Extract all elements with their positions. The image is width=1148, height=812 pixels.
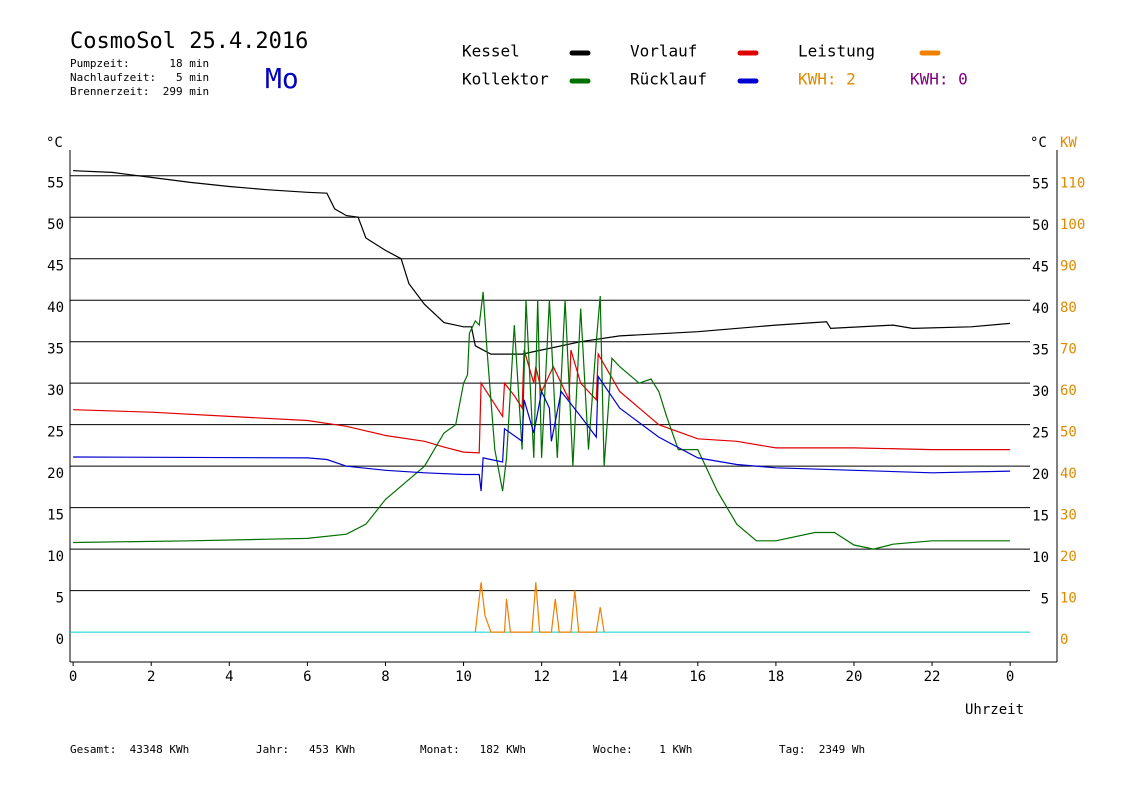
y2-tick-label: 30: [1060, 508, 1077, 524]
x-tick-label: 14: [611, 669, 628, 685]
y-tick-label: 10: [47, 549, 64, 565]
x-tick-label: 22: [924, 669, 941, 685]
series-line: [73, 374, 1011, 492]
y-tick-label: 25: [47, 425, 64, 441]
footer: Woche: 1 KWh: [593, 743, 692, 756]
weekday: Mo: [265, 62, 299, 95]
y-tick-label: 30: [1032, 384, 1049, 400]
y-tick-label: 45: [1032, 260, 1049, 276]
legend-label: Vorlauf: [630, 42, 697, 61]
legend-label: Rücklauf: [630, 70, 707, 89]
y-unit: °C: [1030, 135, 1047, 151]
y-tick-label: 25: [1032, 426, 1049, 442]
y-tick-label: 50: [47, 217, 64, 233]
y-tick-label: 10: [1032, 550, 1049, 566]
y-tick-label: 20: [47, 466, 64, 482]
series-line: [73, 291, 1011, 550]
kwh-label: KWH: 0: [910, 70, 968, 89]
x-tick-label: 12: [533, 669, 550, 685]
y2-tick-label: 20: [1060, 549, 1077, 565]
y2-tick-label: 90: [1060, 259, 1077, 275]
legend-label: Leistung: [798, 42, 875, 61]
y2-tick-label: 70: [1060, 342, 1077, 358]
y-tick-label: 0: [56, 632, 64, 648]
y2-unit: KW: [1060, 135, 1077, 151]
x-tick-label: 10: [455, 669, 472, 685]
chart-title: CosmoSol 25.4.2016: [70, 29, 308, 54]
y2-tick-label: 40: [1060, 466, 1077, 482]
x-tick-label: 8: [381, 669, 389, 685]
x-tick-label: 20: [846, 669, 863, 685]
info: Nachlaufzeit: 5 min: [70, 71, 209, 84]
y-tick-label: 50: [1032, 218, 1049, 234]
y-tick-label: 40: [47, 300, 64, 316]
x-tick-label: 18: [767, 669, 784, 685]
y-tick-label: 55: [1032, 177, 1049, 193]
legend-label: Kollektor: [462, 70, 549, 89]
y-tick-label: 55: [47, 176, 64, 192]
series-line: [73, 170, 1011, 355]
x-tick-label: 0: [1006, 669, 1014, 685]
x-tick-label: 0: [69, 669, 77, 685]
legend-label: Kessel: [462, 42, 520, 61]
y-tick-label: 35: [1032, 343, 1049, 359]
footer: Monat: 182 KWh: [420, 743, 526, 756]
y2-tick-label: 50: [1060, 425, 1077, 441]
info: Pumpzeit: 18 min: [70, 57, 209, 70]
y-tick-label: 30: [47, 383, 64, 399]
y2-tick-label: 60: [1060, 383, 1077, 399]
x-tick-label: 6: [303, 669, 311, 685]
y-tick-label: 5: [1041, 592, 1049, 608]
x-tick-label: 16: [689, 669, 706, 685]
y-tick-label: 20: [1032, 467, 1049, 483]
y2-tick-label: 80: [1060, 300, 1077, 316]
y-unit: °C: [46, 135, 63, 151]
y-tick-label: 35: [47, 342, 64, 358]
y2-tick-label: 100: [1060, 217, 1085, 233]
info: Brennerzeit: 299 min: [70, 85, 209, 98]
footer: Jahr: 453 KWh: [256, 743, 355, 756]
footer: Tag: 2349 Wh: [779, 743, 865, 756]
y2-tick-label: 110: [1060, 176, 1085, 192]
y-tick-label: 5: [56, 591, 64, 607]
kwh-label: KWH: 2: [798, 70, 856, 89]
footer: Gesamt: 43348 KWh: [70, 743, 189, 756]
x-tick-label: 2: [147, 669, 155, 685]
y2-tick-label: 10: [1060, 591, 1077, 607]
y2-tick-label: 0: [1060, 632, 1068, 648]
y-tick-label: 40: [1032, 301, 1049, 317]
y-tick-label: 15: [47, 508, 64, 524]
series-line: [474, 582, 605, 633]
x-axis-label: Uhrzeit: [965, 702, 1024, 718]
x-tick-label: 4: [225, 669, 233, 685]
y-tick-label: 15: [1032, 509, 1049, 525]
y-tick-label: 45: [47, 259, 64, 275]
